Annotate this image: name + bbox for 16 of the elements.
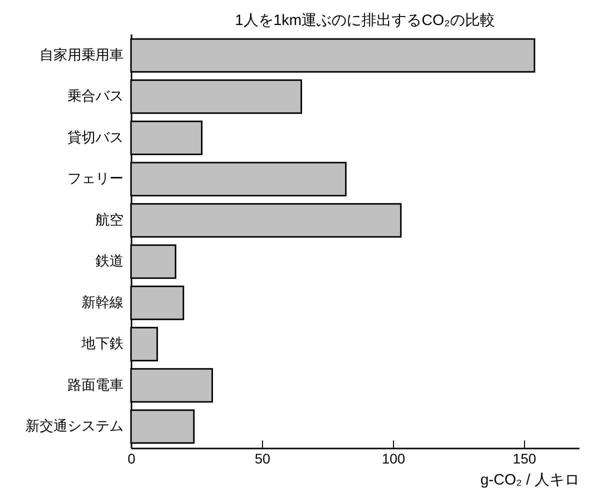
x-axis-title: g-CO₂ / 人キロ xyxy=(480,472,580,488)
y-tick-label: 路面電車 xyxy=(68,376,124,392)
y-tick-label: 自家用乗用車 xyxy=(40,46,124,62)
y-tick-label: 乗合バス xyxy=(68,88,124,104)
x-tick-label: 50 xyxy=(254,450,270,466)
y-tick-label: 貸切バス xyxy=(68,128,124,145)
y-tick-label: フェリー xyxy=(68,170,124,186)
y-tick-label: 鉄道 xyxy=(96,252,124,269)
y-tick-label: 新交通システム xyxy=(26,418,124,434)
y-tick-label: 地下鉄 xyxy=(80,335,124,352)
x-tick-label: 100 xyxy=(382,450,406,466)
chart-title: 1人を1km運ぶのに排出するCO₂の比較 xyxy=(234,12,496,29)
x-tick-label: 150 xyxy=(512,450,536,466)
x-tick-label: 0 xyxy=(128,450,136,466)
y-tick-label: 航空 xyxy=(96,211,124,228)
y-tick-label: 新幹線 xyxy=(82,294,124,310)
